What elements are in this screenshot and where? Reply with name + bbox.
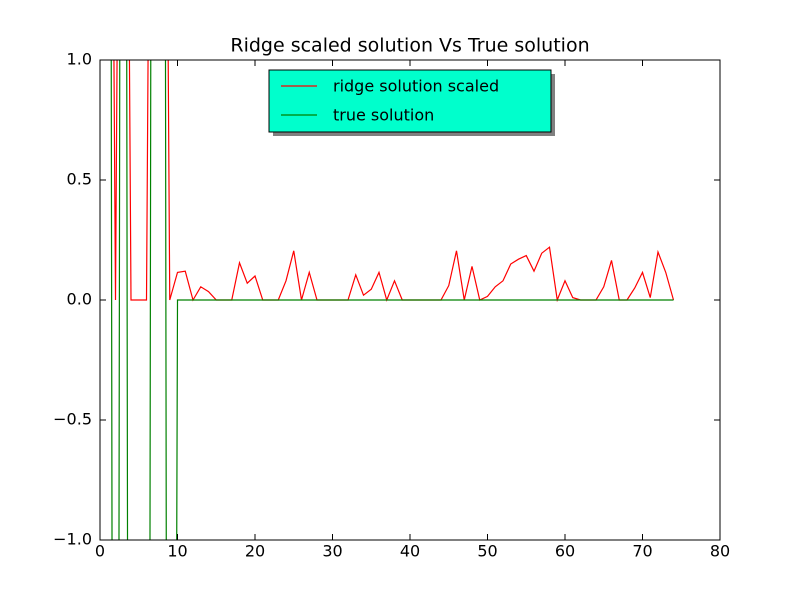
x-tick-label: 50: [477, 542, 497, 561]
chart-title: Ridge scaled solution Vs True solution: [230, 35, 589, 57]
x-tick-label: 30: [322, 542, 342, 561]
y-tick-label: −1.0: [53, 530, 92, 549]
x-tick-label: 60: [555, 542, 575, 561]
legend-label: ridge solution scaled: [333, 77, 499, 96]
legend: [268, 69, 552, 133]
data-line: [110, 60, 674, 540]
y-tick-label: 0.5: [67, 170, 92, 189]
legend-label: true solution: [333, 106, 434, 125]
x-tick-label: 0: [95, 542, 105, 561]
y-tick-label: 0.0: [67, 290, 92, 309]
x-tick-label: 20: [245, 542, 265, 561]
y-tick-label: 1.0: [67, 50, 92, 69]
x-tick-label: 10: [167, 542, 187, 561]
x-tick-label: 70: [632, 542, 652, 561]
y-tick-label: −0.5: [53, 410, 92, 429]
plot-lines: [110, 60, 675, 540]
x-tick-label: 80: [710, 542, 730, 561]
x-tick-label: 40: [400, 542, 420, 561]
